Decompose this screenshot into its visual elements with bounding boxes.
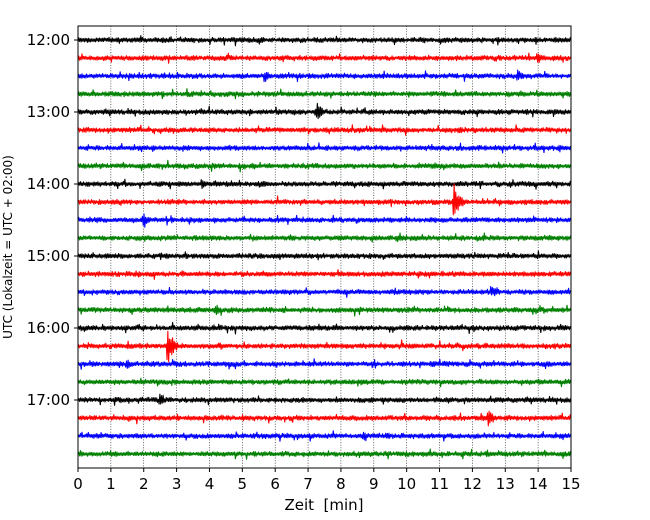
x-tick-label: 9 bbox=[369, 475, 379, 493]
y-axis-ticks: 12:00 13:00 14:00 15:00 16:00 17:00 bbox=[27, 31, 78, 409]
x-tick-label: 11 bbox=[430, 475, 449, 493]
seismic-trace-1430 bbox=[77, 213, 572, 228]
seismic-trace-1200 bbox=[77, 35, 572, 47]
y-axis-label: UTC (Lokalzeit = UTC + 02:00) bbox=[1, 155, 15, 339]
x-tick-label: 14 bbox=[529, 475, 548, 493]
grid-layer bbox=[110, 26, 539, 468]
y-tick-label: 13:00 bbox=[27, 103, 70, 121]
y-tick-label: 16:00 bbox=[27, 319, 70, 337]
plot-frame bbox=[77, 25, 572, 469]
seismic-trace-1445 bbox=[77, 232, 572, 243]
x-tick-label: 7 bbox=[303, 475, 313, 493]
seismic-trace-1415 bbox=[77, 183, 572, 216]
y-tick-label: 14:00 bbox=[27, 175, 70, 193]
x-tick-label: 8 bbox=[336, 475, 346, 493]
seismic-trace-1530 bbox=[77, 285, 572, 298]
y-tick-label: 12:00 bbox=[27, 31, 70, 49]
seismic-trace-1645 bbox=[77, 377, 572, 388]
x-tick-label: 3 bbox=[172, 475, 182, 493]
seismic-trace-1500 bbox=[77, 250, 572, 261]
x-tick-label: 12 bbox=[463, 475, 482, 493]
x-tick-label: 6 bbox=[270, 475, 280, 493]
x-tick-label: 10 bbox=[397, 475, 416, 493]
x-tick-label: 1 bbox=[106, 475, 116, 493]
seismic-trace-1730 bbox=[77, 430, 572, 442]
x-tick-label: 13 bbox=[496, 475, 515, 493]
seismic-trace-1545 bbox=[77, 304, 572, 317]
x-axis-label: Zeit [min] bbox=[284, 496, 363, 514]
seismic-trace-1515 bbox=[77, 269, 572, 280]
seismic-trace-1700 bbox=[77, 393, 572, 406]
x-tick-label: 0 bbox=[73, 475, 83, 493]
y-tick-label: 17:00 bbox=[27, 391, 70, 409]
trace-layer bbox=[77, 35, 572, 460]
seismic-trace-1400 bbox=[77, 178, 572, 190]
seismic-trace-1230 bbox=[77, 69, 572, 83]
seismic-trace-1615 bbox=[77, 330, 572, 363]
x-tick-label: 2 bbox=[139, 475, 149, 493]
seismic-trace-1315 bbox=[77, 124, 572, 136]
seismic-trace-1300 bbox=[77, 102, 572, 120]
seismic-trace-1215 bbox=[77, 52, 572, 64]
seismic-trace-1630 bbox=[77, 358, 572, 370]
seismic-trace-1245 bbox=[77, 88, 572, 100]
x-tick-label: 15 bbox=[561, 475, 580, 493]
seismic-trace-1600 bbox=[77, 321, 572, 335]
seismic-trace-1345 bbox=[77, 159, 572, 173]
x-axis-ticks: 0 1 2 3 4 5 6 7 8 9 10 11 12 13 14 15 bbox=[73, 468, 581, 493]
seismic-trace-1330 bbox=[77, 142, 572, 154]
y-tick-label: 15:00 bbox=[27, 247, 70, 265]
seismic-trace-1745 bbox=[77, 448, 572, 460]
seismic-trace-1715 bbox=[77, 410, 572, 427]
x-tick-label: 5 bbox=[238, 475, 248, 493]
x-tick-label: 4 bbox=[205, 475, 215, 493]
